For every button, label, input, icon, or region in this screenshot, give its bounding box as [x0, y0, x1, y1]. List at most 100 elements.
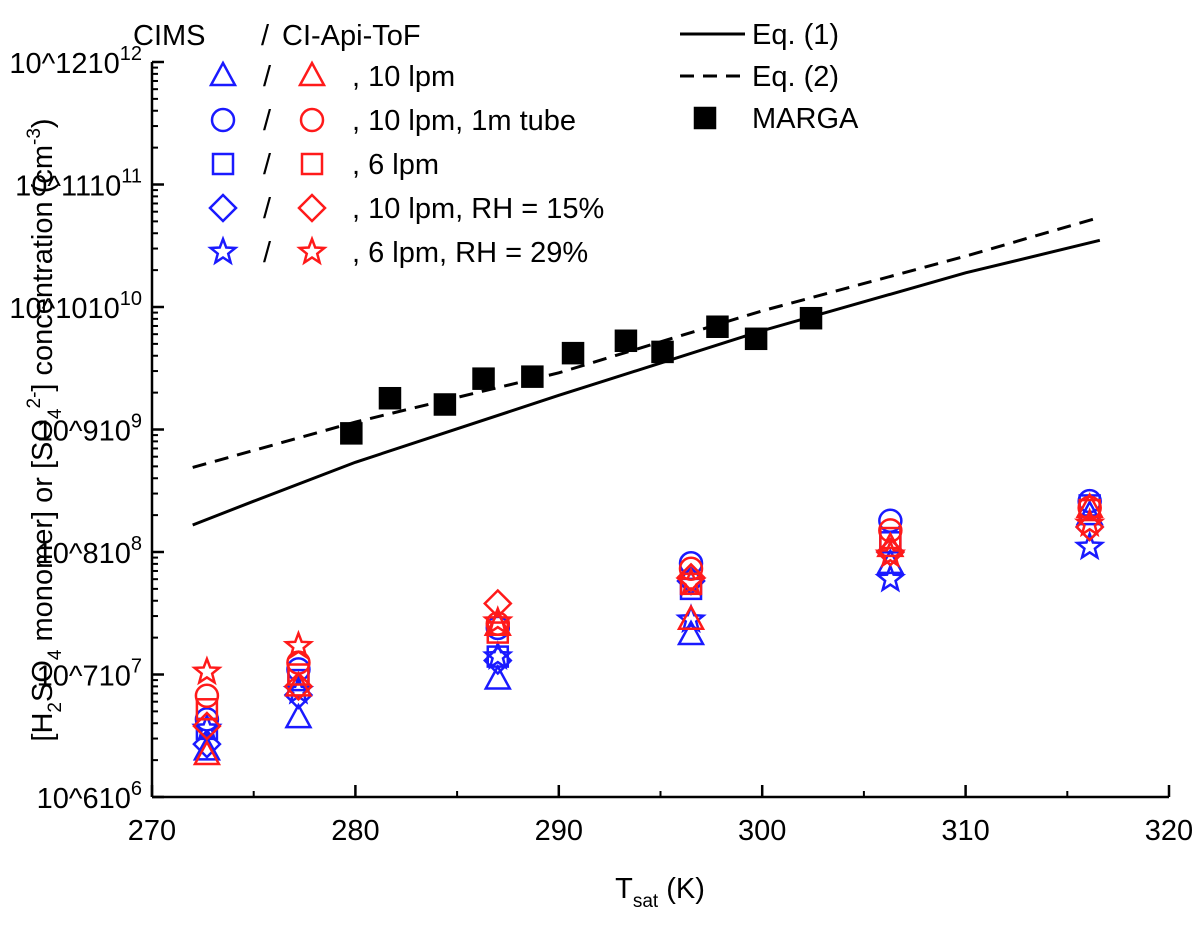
x-tick-label: 320: [1145, 815, 1193, 847]
legend-label: , 10 lpm: [352, 61, 455, 93]
legend-label: Eq. (1): [752, 19, 839, 51]
data-point: [1075, 499, 1104, 526]
label-part: ] concentration (cm: [27, 145, 59, 392]
data-point: [875, 537, 906, 567]
marga-point: [378, 386, 402, 410]
legend-label: , 6 lpm: [352, 149, 439, 181]
data-point: [1073, 507, 1106, 538]
legend-marker: [208, 60, 238, 87]
legend-header: CIMS: [133, 20, 206, 52]
data-point: [486, 621, 510, 644]
data-point: [287, 663, 310, 686]
x-tick-label: 310: [941, 815, 989, 847]
legend-label: Eq. (2): [752, 61, 839, 93]
marga-point: [614, 329, 638, 353]
legend-separator: /: [263, 105, 272, 137]
data-point: [194, 683, 220, 709]
model-line: [192, 238, 1101, 527]
legend-label: , 10 lpm, 1m tube: [352, 105, 576, 137]
marga-point: [472, 367, 495, 390]
legend-marker: [297, 193, 327, 223]
data-point: [483, 588, 513, 619]
marga-point: [433, 393, 457, 416]
label-part: 4: [45, 408, 66, 419]
legend-marker: [297, 60, 327, 87]
x-tick-label: 290: [535, 815, 583, 847]
marga-point: [340, 422, 363, 445]
label-part: SO: [27, 660, 59, 702]
label-part: [H: [27, 713, 59, 742]
data-point: [483, 663, 512, 690]
legend-marker: [211, 152, 235, 176]
legend-marker: [296, 235, 328, 266]
data-point: [283, 671, 314, 702]
x-tick-label: 280: [331, 815, 379, 847]
data-point: [282, 674, 315, 705]
data-point: [675, 603, 707, 634]
legend-separator: /: [263, 237, 272, 269]
data-point: [482, 605, 514, 636]
legend-marker: [210, 107, 236, 133]
marga-point: [799, 306, 823, 330]
data-point: [284, 702, 313, 729]
legend-marker: [300, 152, 324, 176]
legend-separator: /: [263, 193, 272, 225]
data-point: [1075, 492, 1104, 518]
data-point: [676, 619, 706, 646]
label-part: -3: [24, 128, 45, 145]
y-tick-label: 10^8108: [37, 533, 142, 570]
legend-separator: /: [263, 149, 272, 181]
marga-point: [744, 327, 768, 351]
data-point: [879, 526, 902, 550]
data-point: [482, 640, 514, 670]
data-point: [874, 562, 907, 593]
label-part: monomer] or [SO: [27, 419, 59, 649]
legend-label: MARGA: [752, 103, 859, 135]
y-tick-label: 10^7107: [37, 656, 142, 693]
legend-marker: [208, 193, 238, 223]
marga-point: [651, 340, 674, 364]
marga-point: [706, 315, 729, 338]
marga-point: [561, 341, 585, 365]
data-point: [676, 604, 706, 630]
data-point: [874, 538, 907, 569]
data-point: [282, 629, 315, 660]
label-part: (K): [658, 873, 705, 905]
marga-point: [521, 365, 544, 388]
y-tick-label: 10^121012: [9, 43, 142, 80]
data-point: [192, 734, 222, 761]
legend-marker: [693, 106, 717, 130]
label-part: T: [615, 873, 633, 905]
label-part: sat: [633, 891, 659, 912]
data-point: [675, 566, 707, 597]
data-point: [195, 698, 219, 721]
label-part: ): [27, 118, 59, 128]
x-tick-label: 270: [128, 815, 176, 847]
legend-separator: /: [261, 20, 270, 52]
legend-separator: /: [263, 61, 272, 93]
legend-marker: [299, 107, 325, 133]
legend-label: , 10 lpm, RH = 15%: [352, 193, 604, 225]
x-axis-label: Tsat (K): [615, 873, 705, 912]
label-part: 2: [45, 702, 66, 713]
data-point: [1078, 498, 1101, 522]
legend-label: , 6 lpm, RH = 29%: [352, 237, 588, 269]
legend-header: CI-Api-ToF: [282, 20, 421, 52]
y-tick-label: 10^111011: [15, 166, 142, 203]
legend-marker: [207, 235, 239, 266]
data-point: [676, 562, 706, 593]
data-point: [191, 655, 223, 686]
data-point: [679, 572, 703, 596]
data-point: [678, 556, 704, 581]
y-axis-label: [H2SO4 monomer] or [SO42-] concentration…: [24, 118, 66, 741]
y-tick-label: 10^9109: [37, 411, 142, 448]
data-point: [191, 712, 223, 743]
x-tick-label: 300: [738, 815, 786, 847]
label-part: 4: [45, 649, 66, 660]
data-point: [192, 739, 222, 766]
data-point: [192, 711, 222, 741]
y-tick-label: 10^6106: [37, 778, 142, 815]
data-point: [1073, 530, 1106, 561]
label-part: 2-: [24, 392, 45, 409]
